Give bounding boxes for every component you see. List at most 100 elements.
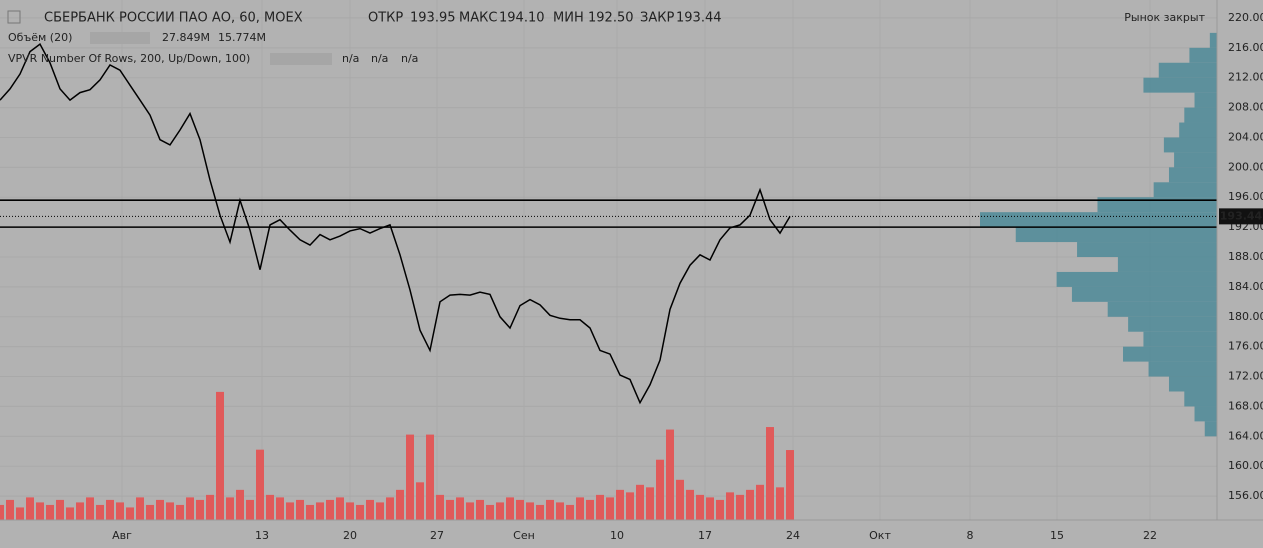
volume-bar <box>716 499 724 520</box>
profile-bar <box>1128 316 1217 332</box>
x-tick-label: Окт <box>869 529 891 542</box>
high-label: МАКС <box>459 11 497 26</box>
volume-value: 27.849M <box>162 31 210 44</box>
profile-bar <box>1123 346 1217 362</box>
volume-bar <box>746 489 754 520</box>
volume-bar <box>536 504 544 520</box>
x-tick-label: 22 <box>1143 529 1157 542</box>
volume-bar <box>706 497 714 520</box>
profile-bar <box>980 212 1217 228</box>
y-tick-label: 216.00 <box>1228 41 1263 54</box>
volume-bar <box>0 504 4 520</box>
volume-bar <box>276 497 284 520</box>
volume-bar <box>456 497 464 520</box>
volume-bar <box>686 489 694 520</box>
volume-bar <box>126 507 134 520</box>
volume-bar <box>316 502 324 520</box>
volume-bar <box>266 494 274 520</box>
profile-bar <box>1148 361 1217 377</box>
volume-bar <box>426 434 434 520</box>
high: 194.10 <box>499 11 545 26</box>
y-tick-label: 168.00 <box>1228 399 1263 412</box>
x-tick-label: Авг <box>112 529 132 542</box>
profile-bar <box>1056 271 1217 287</box>
volume-bar <box>196 499 204 520</box>
indicator-buttons[interactable] <box>90 32 150 44</box>
volume-bar <box>176 504 184 520</box>
profile-bar <box>1077 242 1217 258</box>
profile-bar <box>1184 107 1217 123</box>
volume-bar <box>376 502 384 520</box>
volume-bar <box>696 494 704 520</box>
volume-name: Объём (20) <box>8 31 72 44</box>
close-label: ЗАКР <box>640 11 674 26</box>
volume-bar <box>606 497 614 520</box>
profile-bar <box>1143 77 1217 93</box>
profile-bar <box>1117 257 1217 272</box>
volume-bar <box>366 499 374 520</box>
low: 192.50 <box>588 11 634 26</box>
volume-bar <box>386 497 394 520</box>
volume-bar <box>306 504 314 520</box>
profile-bar <box>1158 62 1217 78</box>
y-tick-label: 164.00 <box>1228 429 1263 442</box>
volume-bar <box>526 502 534 520</box>
open: 193.95 <box>410 11 456 26</box>
volume-bar <box>256 449 264 520</box>
x-tick-label: 8 <box>967 529 974 542</box>
volume-bar <box>496 502 504 520</box>
volume-bar <box>156 499 164 520</box>
volume-bar <box>666 429 674 520</box>
price-axis <box>1217 0 1263 520</box>
volume-bar <box>506 497 514 520</box>
profile-bar <box>1209 32 1217 48</box>
profile-bar <box>1179 122 1217 138</box>
last-price-tag <box>1219 208 1263 225</box>
profile-bar <box>1204 421 1217 437</box>
volume-bar <box>416 482 424 520</box>
volume-bar <box>76 502 84 520</box>
y-tick-label: 204.00 <box>1228 130 1263 143</box>
profile-bar <box>1168 376 1217 392</box>
volume-bar <box>356 504 364 520</box>
volume-bar <box>586 499 594 520</box>
market-status: Рынок закрыт <box>1124 11 1205 24</box>
profile-bar <box>1143 331 1217 347</box>
collapse-button[interactable] <box>7 10 21 24</box>
y-tick-label: 156.00 <box>1228 489 1263 502</box>
x-tick-label: 15 <box>1050 529 1064 542</box>
volume-bar <box>296 499 304 520</box>
volume-bar <box>566 504 574 520</box>
volume-bar <box>6 499 14 520</box>
volume-bar <box>246 499 254 520</box>
profile-bar <box>1153 182 1217 198</box>
vpvr-value: n/a <box>371 52 388 65</box>
volume-bar <box>146 504 154 520</box>
profile-bar <box>1194 92 1217 108</box>
close: 193.44 <box>676 11 722 26</box>
vpvr-value: n/a <box>342 52 359 65</box>
profile-bar <box>1071 286 1217 302</box>
y-tick-label: 220.00 <box>1228 11 1263 24</box>
volume-bar <box>446 499 454 520</box>
profile-bar <box>1015 227 1217 243</box>
x-tick-label: 20 <box>343 529 357 542</box>
volume-bar <box>636 484 644 520</box>
volume-bar <box>466 502 474 520</box>
vpvr-value: n/a <box>401 52 418 65</box>
indicator-buttons[interactable] <box>270 53 332 65</box>
volume-bar <box>96 504 104 520</box>
volume-bar <box>486 504 494 520</box>
volume-bar <box>346 502 354 520</box>
profile-bar <box>1184 391 1217 407</box>
volume-bar <box>756 484 764 520</box>
open-label: ОТКР <box>368 11 403 26</box>
volume-bar <box>36 502 44 520</box>
volume-bar <box>86 497 94 520</box>
volume-bar <box>406 434 414 520</box>
volume-bar <box>116 502 124 520</box>
profile-bar <box>1174 152 1217 168</box>
last-price-label: 193.44 <box>1220 209 1263 222</box>
x-tick-label: 13 <box>255 529 269 542</box>
